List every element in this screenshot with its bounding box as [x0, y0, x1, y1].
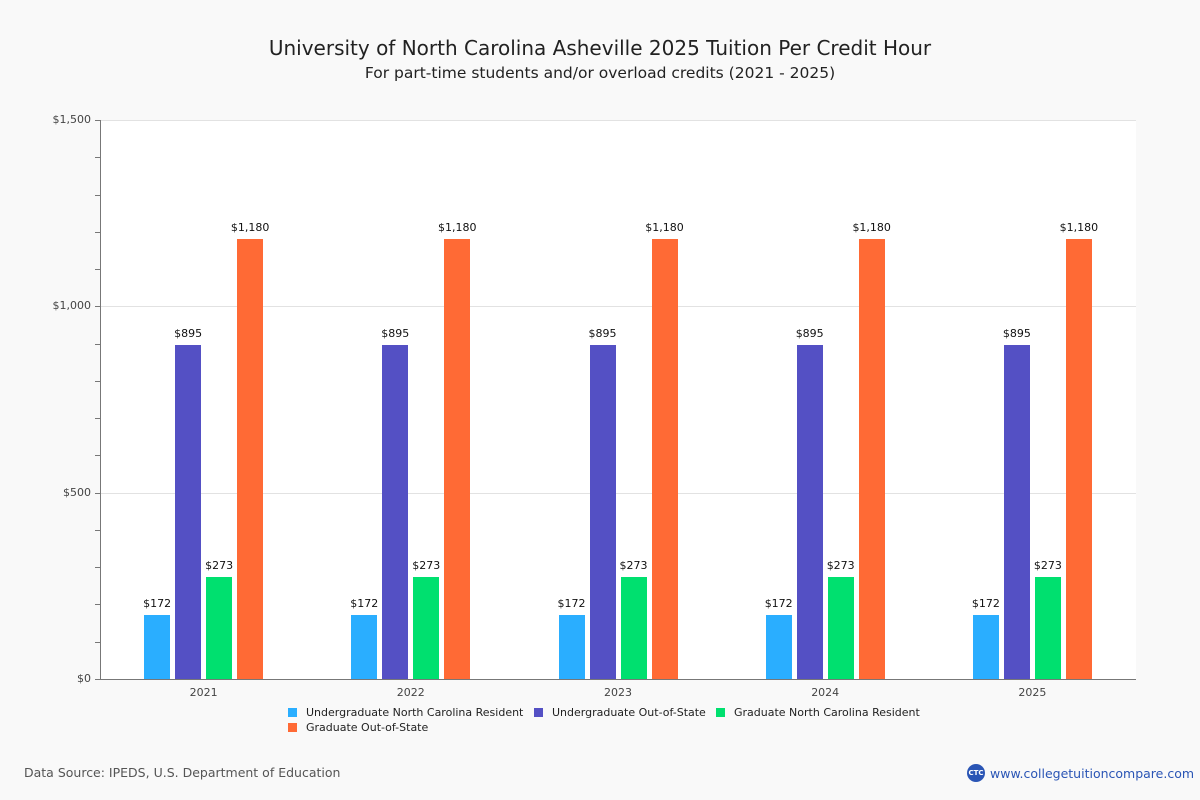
bar[interactable]: [237, 239, 264, 679]
bar[interactable]: [444, 239, 471, 679]
bar-value-label: $172: [350, 596, 379, 610]
y-tick: [95, 343, 100, 345]
bar[interactable]: [972, 614, 999, 679]
bar-value-label: $273: [619, 559, 648, 573]
y-tick: [95, 679, 100, 680]
bar-value-label: $1,180: [438, 221, 477, 235]
gridline: [101, 306, 1136, 308]
x-tick-label: 2025: [1018, 686, 1047, 699]
legend-item[interactable]: Undergraduate North Carolina Resident: [288, 706, 523, 719]
site-url[interactable]: www.collegetuitioncompare.com: [990, 765, 1195, 781]
bar[interactable]: [651, 239, 678, 679]
bar-value-label: $172: [143, 596, 172, 610]
chart-title: University of North Carolina Asheville 2…: [268, 36, 932, 60]
bar-value-label: $895: [174, 327, 203, 341]
bar[interactable]: [413, 577, 440, 679]
bar[interactable]: [1065, 239, 1092, 679]
bar[interactable]: [765, 614, 792, 679]
bar[interactable]: [206, 577, 233, 679]
legend-swatch-icon: [288, 708, 297, 717]
legend-label: Undergraduate North Carolina Resident: [306, 706, 524, 719]
bar[interactable]: [1003, 345, 1030, 679]
bar-value-label: $273: [826, 559, 855, 573]
bar[interactable]: [858, 239, 885, 679]
plot-area: [100, 120, 1136, 679]
bar-value-label: $1,180: [645, 221, 684, 235]
legend-swatch-icon: [716, 708, 725, 717]
x-tick-label: 2021: [189, 686, 218, 699]
bar[interactable]: [558, 614, 585, 679]
bar-value-label: $895: [588, 327, 617, 341]
bar[interactable]: [589, 345, 616, 679]
y-tick: [95, 306, 100, 308]
legend-item[interactable]: Graduate North Carolina Resident: [716, 706, 920, 719]
y-tick: [95, 604, 100, 606]
y-tick: [95, 418, 100, 420]
data-source: Data Source: IPEDS, U.S. Department of E…: [24, 765, 341, 780]
x-tick-label: 2022: [396, 686, 425, 699]
y-tick: [95, 567, 100, 569]
y-axis: [100, 120, 101, 680]
bar-value-label: $895: [381, 327, 410, 341]
y-tick-label: $0: [77, 672, 91, 685]
bar-value-label: $172: [764, 596, 793, 610]
y-tick-label: $500: [63, 485, 91, 499]
bar[interactable]: [382, 345, 409, 679]
ctc-logo-icon: CTC: [967, 764, 985, 782]
bar[interactable]: [827, 577, 854, 679]
bar[interactable]: [620, 577, 647, 679]
bar[interactable]: [351, 614, 378, 679]
legend-label: Graduate Out-of-State: [306, 721, 429, 734]
gridline: [101, 120, 1136, 121]
legend-swatch-icon: [288, 723, 297, 732]
y-tick: [95, 380, 100, 382]
y-tick: [95, 120, 100, 121]
bar[interactable]: [175, 345, 202, 679]
y-tick: [95, 231, 100, 233]
x-tick-label: 2023: [604, 686, 632, 699]
bar-value-label: $1,180: [230, 221, 270, 235]
y-tick: [95, 492, 100, 494]
bar-value-label: $172: [557, 596, 586, 610]
x-tick-label: 2024: [811, 686, 840, 699]
y-tick: [95, 157, 100, 159]
legend-label: Undergraduate Out-of-State: [552, 706, 706, 719]
bar[interactable]: [144, 614, 171, 679]
y-tick: [95, 641, 100, 643]
y-tick-label: $1,500: [52, 113, 92, 126]
y-tick: [95, 194, 100, 196]
y-tick: [95, 269, 100, 271]
legend-item[interactable]: Graduate Out-of-State: [288, 721, 428, 734]
legend-item[interactable]: Undergraduate Out-of-State: [534, 706, 706, 719]
site-link[interactable]: CTC www.collegetuitioncompare.com: [967, 764, 1194, 782]
y-tick-label: $1,000: [52, 299, 92, 313]
x-axis: [100, 679, 1136, 680]
bar-value-label: $273: [412, 559, 441, 573]
bar-value-label: $895: [1002, 327, 1031, 341]
y-tick: [95, 455, 100, 457]
gridline: [101, 492, 1136, 494]
legend-label: Graduate North Carolina Resident: [734, 706, 920, 719]
bar-value-label: $273: [1033, 559, 1062, 573]
y-tick: [95, 529, 100, 531]
bar-value-label: $172: [971, 596, 1000, 610]
bar-value-label: $1,180: [852, 221, 891, 235]
bar[interactable]: [796, 345, 823, 679]
bar-value-label: $895: [795, 327, 824, 341]
bar[interactable]: [1034, 577, 1061, 679]
chart-subtitle: For part-time students and/or overload c…: [364, 64, 836, 82]
bar-value-label: $273: [205, 559, 234, 573]
legend-swatch-icon: [534, 708, 543, 717]
bar-value-label: $1,180: [1059, 221, 1099, 235]
